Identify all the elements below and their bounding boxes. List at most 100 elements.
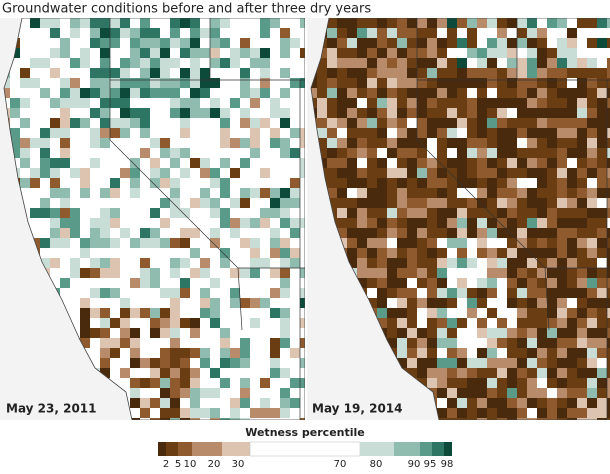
grid-cell <box>367 108 377 118</box>
grid-cell <box>220 348 230 358</box>
grid-cell <box>497 118 507 128</box>
legend-title: Wetness percentile <box>245 426 365 439</box>
grid-cell <box>300 348 305 358</box>
grid-cell <box>597 198 607 208</box>
grid-cell <box>270 248 280 258</box>
grid-cell <box>150 228 160 238</box>
grid-cell <box>140 328 150 338</box>
grid-cell <box>90 138 100 148</box>
grid-cell <box>457 278 467 288</box>
grid-cell <box>487 338 497 348</box>
grid-cell <box>517 78 527 88</box>
grid-cell <box>240 158 250 168</box>
grid-cell <box>210 138 220 148</box>
panel-date: May 19, 2014 <box>312 402 403 416</box>
grid-cell <box>70 88 80 98</box>
grid-cell <box>100 288 110 298</box>
grid-cell <box>190 288 200 298</box>
grid-cell <box>60 238 70 248</box>
grid-cell <box>100 58 110 68</box>
grid-cell <box>140 208 150 218</box>
grid-cell <box>180 278 190 288</box>
grid-cell <box>597 278 607 288</box>
grid-cell <box>557 108 567 118</box>
grid-cell <box>557 68 567 78</box>
grid-cell <box>270 378 280 388</box>
grid-cell <box>587 278 597 288</box>
grid-cell <box>80 68 90 78</box>
grid-cell <box>387 218 397 228</box>
grid-cell <box>607 198 610 208</box>
grid-cell <box>377 108 387 118</box>
grid-cell <box>367 258 377 268</box>
grid-cell <box>80 28 90 38</box>
grid-cell <box>447 48 457 58</box>
grid-cell <box>210 88 220 98</box>
grid-cell <box>527 258 537 268</box>
grid-cell <box>437 318 447 328</box>
grid-cell <box>190 278 200 288</box>
grid-cell <box>387 28 397 38</box>
grid-cell <box>300 168 305 178</box>
grid-cell <box>180 368 190 378</box>
grid-cell <box>447 78 457 88</box>
grid-cell <box>280 108 290 118</box>
grid-cell <box>437 348 447 358</box>
grid-cell <box>357 268 367 278</box>
grid-cell <box>487 48 497 58</box>
grid-cell <box>300 208 305 218</box>
grid-cell <box>170 268 180 278</box>
grid-cell <box>90 328 100 338</box>
grid-cell <box>250 298 260 308</box>
grid-cell <box>497 48 507 58</box>
grid-cell <box>100 18 110 28</box>
grid-cell <box>290 298 300 308</box>
grid-cell <box>477 328 487 338</box>
grid-cell <box>280 348 290 358</box>
grid-cell <box>280 18 290 28</box>
grid-cell <box>587 138 597 148</box>
grid-cell <box>507 338 517 348</box>
map-panel <box>307 18 610 420</box>
grid-cell <box>547 318 557 328</box>
grid-cell <box>110 138 120 148</box>
grid-cell <box>290 28 300 38</box>
grid-cell <box>40 108 50 118</box>
grid-cell <box>597 88 607 98</box>
grid-cell <box>497 18 507 28</box>
grid-cell <box>487 398 497 408</box>
grid-cell <box>567 398 577 408</box>
grid-cell <box>70 308 80 318</box>
grid-cell <box>280 228 290 238</box>
grid-cell <box>200 198 210 208</box>
grid-cell <box>150 18 160 28</box>
grid-cell <box>230 388 240 398</box>
grid-cell <box>377 158 387 168</box>
grid-cell <box>260 418 270 420</box>
grid-cell <box>180 58 190 68</box>
grid-cell <box>607 48 610 58</box>
grid-cell <box>180 358 190 368</box>
grid-cell <box>190 268 200 278</box>
grid-cell <box>437 298 447 308</box>
grid-cell <box>427 98 437 108</box>
grid-cell <box>467 178 477 188</box>
grid-cell <box>50 168 60 178</box>
grid-cell <box>230 238 240 248</box>
grid-cell <box>537 358 547 368</box>
grid-cell <box>567 278 577 288</box>
grid-cell <box>170 368 180 378</box>
grid-cell <box>260 138 270 148</box>
grid-cell <box>220 38 230 48</box>
grid-cell <box>290 328 300 338</box>
grid-cell <box>477 168 487 178</box>
grid-cell <box>487 328 497 338</box>
grid-cell <box>567 388 577 398</box>
grid-cell <box>477 338 487 348</box>
grid-cell <box>597 128 607 138</box>
grid-cell <box>507 278 517 288</box>
grid-cell <box>537 88 547 98</box>
grid-cell <box>70 78 80 88</box>
grid-cell <box>497 298 507 308</box>
grid-cell <box>4 78 10 88</box>
